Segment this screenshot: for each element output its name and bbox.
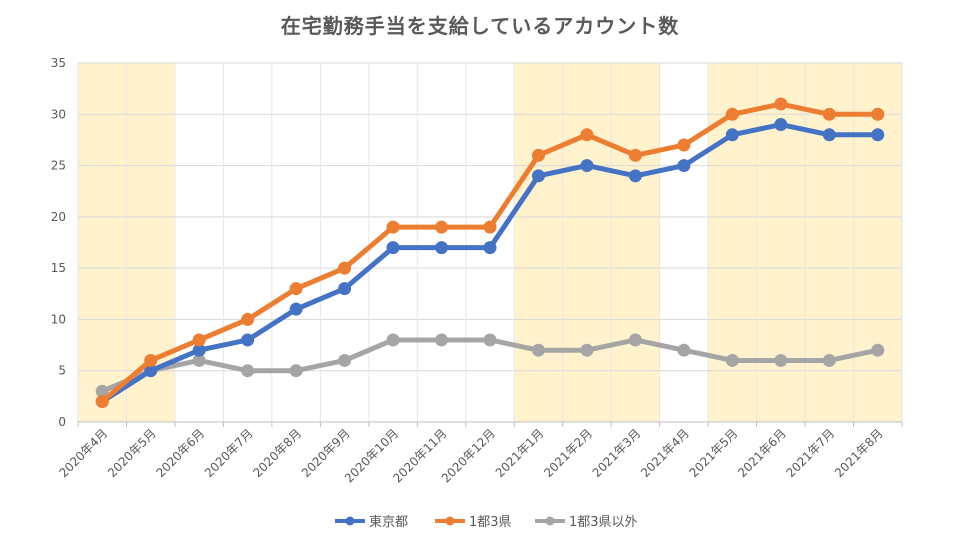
y-tick-label: 10 xyxy=(51,312,66,326)
series-2-point xyxy=(580,343,594,357)
series-2-point xyxy=(725,353,739,367)
y-tick-label: 0 xyxy=(58,415,66,429)
series-0-point xyxy=(725,128,739,142)
x-tick-label: 2021年5月 xyxy=(687,426,741,480)
series-2-point xyxy=(677,343,691,357)
series-1-point xyxy=(822,107,836,121)
legend-label-2: 1都3県以外 xyxy=(569,515,638,530)
x-tick-label: 2020年5月 xyxy=(105,426,159,480)
legend-marker-2 xyxy=(545,516,555,526)
series-2-point xyxy=(192,353,206,367)
series-1-point xyxy=(95,394,109,408)
series-1-point xyxy=(483,220,497,234)
series-0-point xyxy=(241,333,255,347)
series-1-point xyxy=(386,220,400,234)
legend-marker-0 xyxy=(345,516,355,526)
x-tick-label: 2020年7月 xyxy=(202,426,256,480)
highlight-band-1 xyxy=(514,63,660,422)
x-tick-label: 2020年4月 xyxy=(56,426,110,480)
series-2-point xyxy=(774,353,788,367)
series-1-point xyxy=(192,333,206,347)
x-tick-label: 2021年3月 xyxy=(590,426,644,480)
x-tick-label: 2021年8月 xyxy=(832,426,886,480)
series-1-point xyxy=(580,128,594,142)
series-1-point xyxy=(241,312,255,326)
x-tick-label: 2021年7月 xyxy=(784,426,838,480)
series-1-point xyxy=(435,220,449,234)
series-0-point xyxy=(774,118,788,132)
x-tick-label: 2020年6月 xyxy=(153,426,207,480)
series-0-point xyxy=(580,159,594,173)
chart-title: 在宅勤務手当を支給しているアカウント数 xyxy=(280,14,680,38)
series-2-point xyxy=(241,364,255,378)
series-0-point xyxy=(628,169,642,183)
series-1-point xyxy=(144,353,158,367)
series-0-point xyxy=(338,282,352,296)
series-1-point xyxy=(628,148,642,162)
series-0-point xyxy=(822,128,836,142)
series-0-point xyxy=(871,128,885,142)
x-tick-label: 2021年6月 xyxy=(735,426,789,480)
series-0-point xyxy=(435,241,449,255)
x-tick-label: 2021年1月 xyxy=(493,426,547,480)
x-tick-label: 2021年4月 xyxy=(638,426,692,480)
y-tick-label: 5 xyxy=(58,364,66,378)
legend-label-1: 1都3県 xyxy=(469,515,512,530)
series-1-point xyxy=(725,107,739,121)
series-2-point xyxy=(435,333,449,347)
y-tick-label: 25 xyxy=(51,159,66,173)
series-1-point xyxy=(677,138,691,152)
series-2-point xyxy=(822,353,836,367)
x-tick-label: 2020年8月 xyxy=(250,426,304,480)
series-1-point xyxy=(871,107,885,121)
series-0-point xyxy=(289,302,303,316)
y-tick-label: 35 xyxy=(51,56,66,70)
y-tick-label: 15 xyxy=(51,261,66,275)
series-1-point xyxy=(289,282,303,296)
legend-marker-1 xyxy=(445,516,455,526)
series-2-point xyxy=(531,343,545,357)
y-tick-label: 30 xyxy=(51,107,66,121)
series-0-point xyxy=(144,364,158,378)
series-0-point xyxy=(386,241,400,255)
series-0-point xyxy=(531,169,545,183)
series-2-point xyxy=(871,343,885,357)
series-2-point xyxy=(338,353,352,367)
series-1-point xyxy=(338,261,352,275)
series-2-point xyxy=(628,333,642,347)
series-1-point xyxy=(531,148,545,162)
series-2-point xyxy=(386,333,400,347)
series-0-point xyxy=(677,159,691,173)
series-2-point xyxy=(289,364,303,378)
series-1-point xyxy=(774,97,788,111)
legend-label-0: 東京都 xyxy=(369,514,408,530)
series-2-point xyxy=(95,384,109,398)
y-tick-label: 20 xyxy=(51,210,66,224)
series-2-point xyxy=(483,333,497,347)
x-tick-label: 2021年2月 xyxy=(541,426,595,480)
series-0-point xyxy=(483,241,497,255)
series-0-point xyxy=(192,343,206,357)
